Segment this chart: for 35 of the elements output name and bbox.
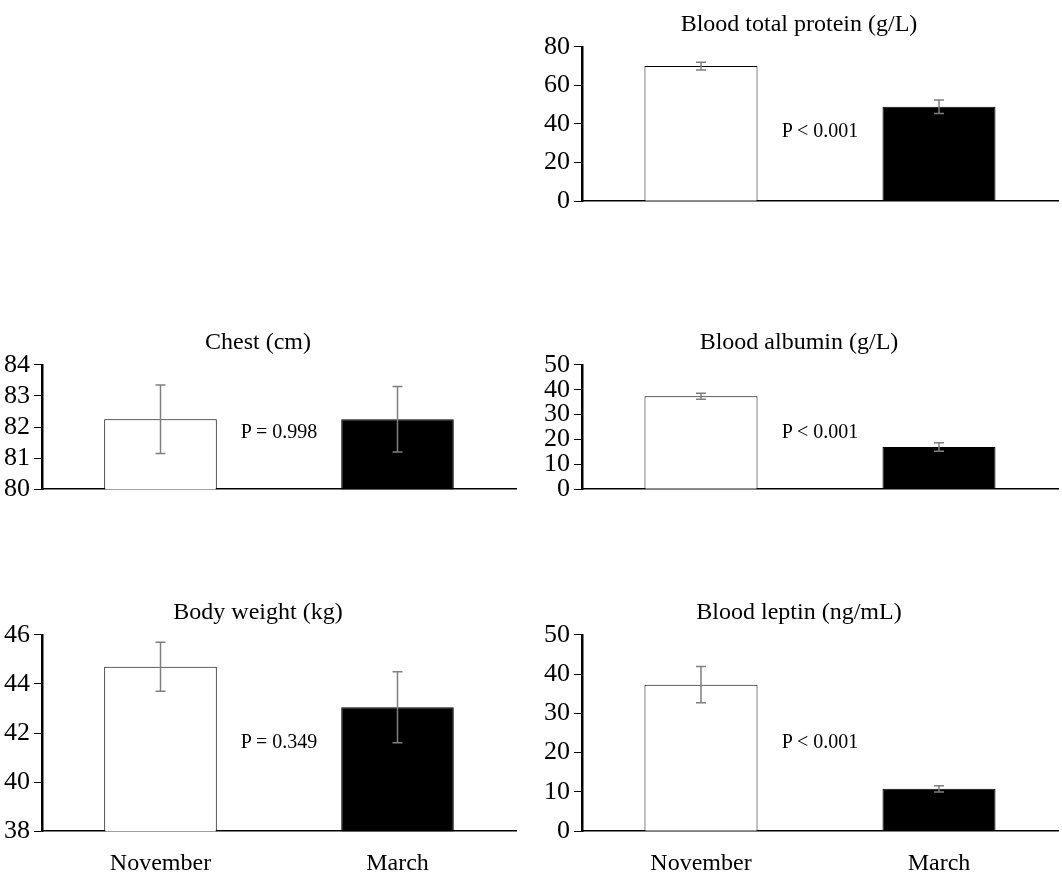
y-tick-label: 80 [544, 30, 570, 60]
annotation: P < 0.001 [781, 730, 859, 753]
y-tick-label: 0 [557, 185, 570, 215]
y-tick-label: 40 [544, 107, 570, 137]
x-tick-label: November [650, 848, 752, 875]
y-tick-label: 40 [544, 657, 570, 687]
annotation: P = 0.998 [240, 420, 318, 443]
y-tick-label: 84 [4, 348, 30, 378]
y-tick-label: 80 [4, 473, 30, 503]
y-tick-label: 20 [544, 146, 570, 176]
y-tick-label: 0 [557, 815, 570, 845]
chart-title: Blood total protein (g/L) [680, 9, 918, 36]
chart-title: Chest (cm) [205, 327, 311, 354]
y-tick-label: 30 [544, 697, 570, 727]
y-tick-label: 81 [4, 441, 30, 471]
annotation: P < 0.001 [781, 118, 859, 141]
y-tick-label: 38 [4, 815, 30, 845]
y-tick-label: 44 [4, 667, 30, 697]
x-tick-label: March [366, 848, 429, 875]
chart-title: Body weight (kg) [173, 597, 343, 624]
chart-title: Blood albumin (g/L) [699, 327, 899, 354]
x-tick-label: March [907, 848, 971, 875]
y-tick-label: 42 [4, 716, 30, 746]
y-tick-label: 46 [4, 618, 30, 648]
y-tick-label: 82 [4, 410, 30, 440]
y-tick-label: 20 [544, 736, 570, 766]
annotation: P = 0.349 [240, 730, 318, 753]
y-tick-label: 50 [544, 618, 570, 648]
y-tick-label: 60 [544, 69, 570, 99]
annotation: P < 0.001 [781, 420, 859, 443]
x-tick-label: November [109, 848, 212, 875]
chart-title: Blood leptin (ng/mL) [696, 597, 902, 624]
y-tick-label: 10 [544, 775, 570, 805]
y-tick-label: 40 [4, 765, 30, 795]
y-tick-label: 83 [4, 379, 30, 409]
